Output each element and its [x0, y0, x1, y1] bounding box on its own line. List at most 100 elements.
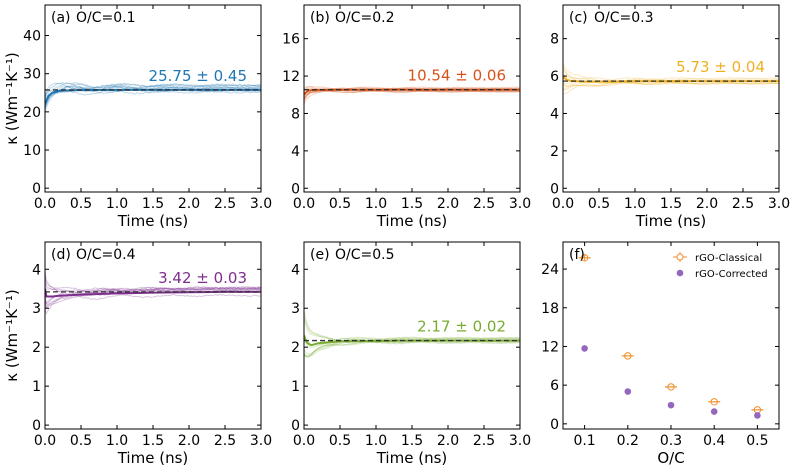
x-tick-label: 2.5 [214, 433, 236, 449]
x-axis-title: O/C [657, 449, 684, 467]
corrected-point [624, 388, 632, 395]
y-tick-label: 4 [291, 144, 300, 160]
panel-label: (b) [310, 10, 330, 26]
run-line [45, 81, 261, 98]
y-tick-label: 4 [291, 262, 300, 278]
x-tick-label: 1.0 [365, 433, 387, 449]
mean-line [45, 288, 261, 298]
x-tick-label: 2.5 [473, 196, 495, 212]
run-line [304, 89, 520, 100]
panel-f: rGO-Classical rGO-Corrected 0.1 0.2 0.3 0.4 0.… [541, 241, 780, 467]
x-tick-label: 0.0 [293, 196, 315, 212]
corrected-point [710, 408, 718, 415]
panel-c: 5.73 ± 0.04 0.0 0.5 1.0 1.5 2.0 2.5 3.0 0 2 4 6 8 (c)… [550, 4, 790, 230]
run-line [45, 287, 261, 305]
y-tick-label: 6 [550, 378, 559, 394]
x-axis-title: Time (ns) [117, 212, 189, 230]
axes-frame [562, 4, 780, 193]
x-tick-label: 3.0 [250, 433, 272, 449]
run-line [45, 82, 261, 100]
panel-b: 10.54 ± 0.06 0.0 0.5 1.0 1.5 2.0 2.5 3.0 0 4 8 12 16… [282, 4, 531, 230]
y-tick-label: 0 [32, 418, 41, 434]
y-tick-label: 2 [32, 340, 41, 356]
x-tick-label: 0.0 [34, 196, 56, 212]
x-tick-label: 3.0 [768, 196, 790, 212]
x-axis-title: Time (ns) [376, 449, 448, 467]
x-tick-label: 2.0 [437, 433, 459, 449]
y-tick-label: 2 [291, 340, 300, 356]
panel-title: O/C=0.5 [335, 247, 395, 263]
x-tick-label: 1.0 [624, 196, 646, 212]
x-tick-label: 0.0 [34, 433, 56, 449]
x-tick-label: 1.5 [401, 433, 423, 449]
panel-title: O/C=0.2 [335, 10, 395, 26]
y-tick-label: 1 [291, 379, 300, 395]
panel-title: O/C=0.4 [76, 247, 136, 263]
plot-area [304, 310, 520, 358]
legend: rGO-Classical rGO-Corrected [673, 252, 768, 280]
classical-point [580, 254, 589, 262]
y-tick-label: 0 [291, 418, 300, 434]
run-line [563, 81, 779, 91]
x-tick-label: 1.0 [106, 196, 128, 212]
y-tick-label: 12 [541, 339, 559, 355]
x-tick-label: 0.5 [746, 433, 768, 449]
panel-d: 3.42 ± 0.03 0.0 0.5 1.0 1.5 2.0 2.5 3.0 0 1 2 3 4 (d)… [3, 241, 272, 467]
plot-area [45, 81, 261, 113]
x-axis-title: Time (ns) [376, 212, 448, 230]
x-tick-label: 1.5 [142, 196, 164, 212]
run-line [304, 337, 520, 349]
mean-line [304, 335, 520, 347]
x-tick-label: 1.5 [401, 196, 423, 212]
value-label: 25.75 ± 0.45 [149, 67, 247, 85]
x-tick-label: 0.5 [329, 196, 351, 212]
run-line [563, 66, 779, 82]
y-tick-label: 8 [291, 106, 300, 122]
x-tick-label: 0.4 [703, 433, 725, 449]
run-line [45, 85, 261, 113]
run-line [563, 81, 779, 95]
plot-area [304, 86, 520, 105]
panel-title: O/C=0.3 [594, 10, 654, 26]
y-tick-label: 6 [550, 69, 559, 85]
y-tick-label: 40 [23, 29, 41, 45]
plot-area [578, 254, 764, 419]
panel-label: (e) [310, 247, 330, 263]
plot-area [563, 63, 779, 95]
x-tick-label: 2.5 [732, 196, 754, 212]
classical-point [624, 352, 632, 360]
y-tick-label: 4 [32, 262, 41, 278]
panel-a: 25.75 ± 0.45 0.0 0.5 1.0 1.5 2.0 2.5 3.0 0 10 20 30… [3, 4, 272, 230]
value-label: 10.54 ± 0.06 [408, 67, 506, 85]
x-axis-title: Time (ns) [117, 449, 189, 467]
x-tick-label: 0.3 [660, 433, 682, 449]
panel-title: O/C=0.1 [76, 10, 136, 26]
run-line [304, 341, 520, 357]
x-tick-label: 1.0 [106, 433, 128, 449]
y-tick-label: 0 [550, 181, 559, 197]
y-tick-label: 30 [23, 67, 41, 83]
run-line [304, 90, 520, 105]
panel-label: (a) [51, 10, 71, 26]
x-tick-label: 0.5 [70, 196, 92, 212]
x-tick-label: 2.0 [178, 196, 200, 212]
y-tick-label: 12 [282, 69, 300, 85]
legend-marker-classical [676, 253, 684, 261]
y-tick-label: 16 [282, 32, 300, 48]
y-tick-label: 3 [32, 301, 41, 317]
run-line [563, 81, 779, 88]
y-tick-label: 0 [32, 181, 41, 197]
x-tick-label: 0.5 [588, 196, 610, 212]
panel-label: (d) [51, 247, 71, 263]
y-tick-label: 24 [541, 262, 559, 278]
x-tick-label: 0.0 [552, 196, 574, 212]
y-tick-label: 0 [550, 417, 559, 433]
x-tick-label: 3.0 [509, 196, 531, 212]
legend-label: rGO-Corrected [695, 269, 768, 280]
panel-label: (f) [569, 247, 585, 263]
x-axis-title: Time (ns) [635, 212, 707, 230]
x-tick-label: 0.2 [617, 433, 639, 449]
run-line [45, 293, 261, 306]
plot-area [45, 270, 261, 315]
